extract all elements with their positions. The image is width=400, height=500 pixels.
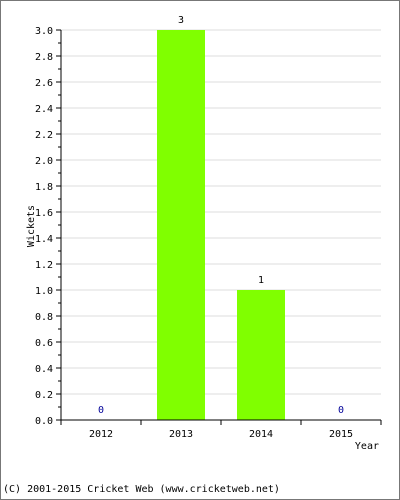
y-tick-label: 0.4 [35, 364, 53, 375]
y-tick-label: 1.4 [35, 234, 53, 245]
y-tick-label: 1.8 [35, 182, 53, 193]
y-axis-title: Wickets [26, 205, 37, 247]
labels: 0.0 0.2 0.4 0.6 0.8 1.0 1.2 1.4 1.6 1.8 2.0 2.2 2.4 2… [35, 15, 353, 440]
x-tick-label: 2012 [89, 429, 113, 440]
data-label: 0 [98, 405, 104, 416]
x-axis-title: Year [355, 441, 379, 452]
copyright-footer: (C) 2001-2015 Cricket Web (www.cricketwe… [3, 484, 280, 495]
y-tick-label: 2.0 [35, 156, 53, 167]
y-tick-label: 0.8 [35, 312, 53, 323]
y-tick-label: 3.0 [35, 26, 53, 37]
data-label: 3 [178, 15, 184, 26]
y-tick-label: 1.0 [35, 286, 53, 297]
data-label: 0 [338, 405, 344, 416]
y-tick-label: 2.6 [35, 78, 53, 89]
y-tick-label: 0.6 [35, 338, 53, 349]
bars [157, 30, 285, 420]
y-tick-label: 2.8 [35, 52, 53, 63]
y-tick-label: 1.6 [35, 208, 53, 219]
y-tick-label: 2.2 [35, 130, 53, 141]
grid-lines [61, 29, 381, 395]
y-tick-label: 2.4 [35, 104, 53, 115]
axes [56, 29, 382, 425]
y-tick-label: 0.2 [35, 390, 53, 401]
x-tick-label: 2014 [249, 429, 273, 440]
x-tick-label: 2015 [329, 429, 353, 440]
data-label: 1 [258, 275, 264, 286]
bar [157, 30, 205, 420]
bar [237, 290, 285, 420]
x-tick-label: 2013 [169, 429, 193, 440]
y-tick-label: 0.0 [35, 416, 53, 427]
y-tick-label: 1.2 [35, 260, 53, 271]
